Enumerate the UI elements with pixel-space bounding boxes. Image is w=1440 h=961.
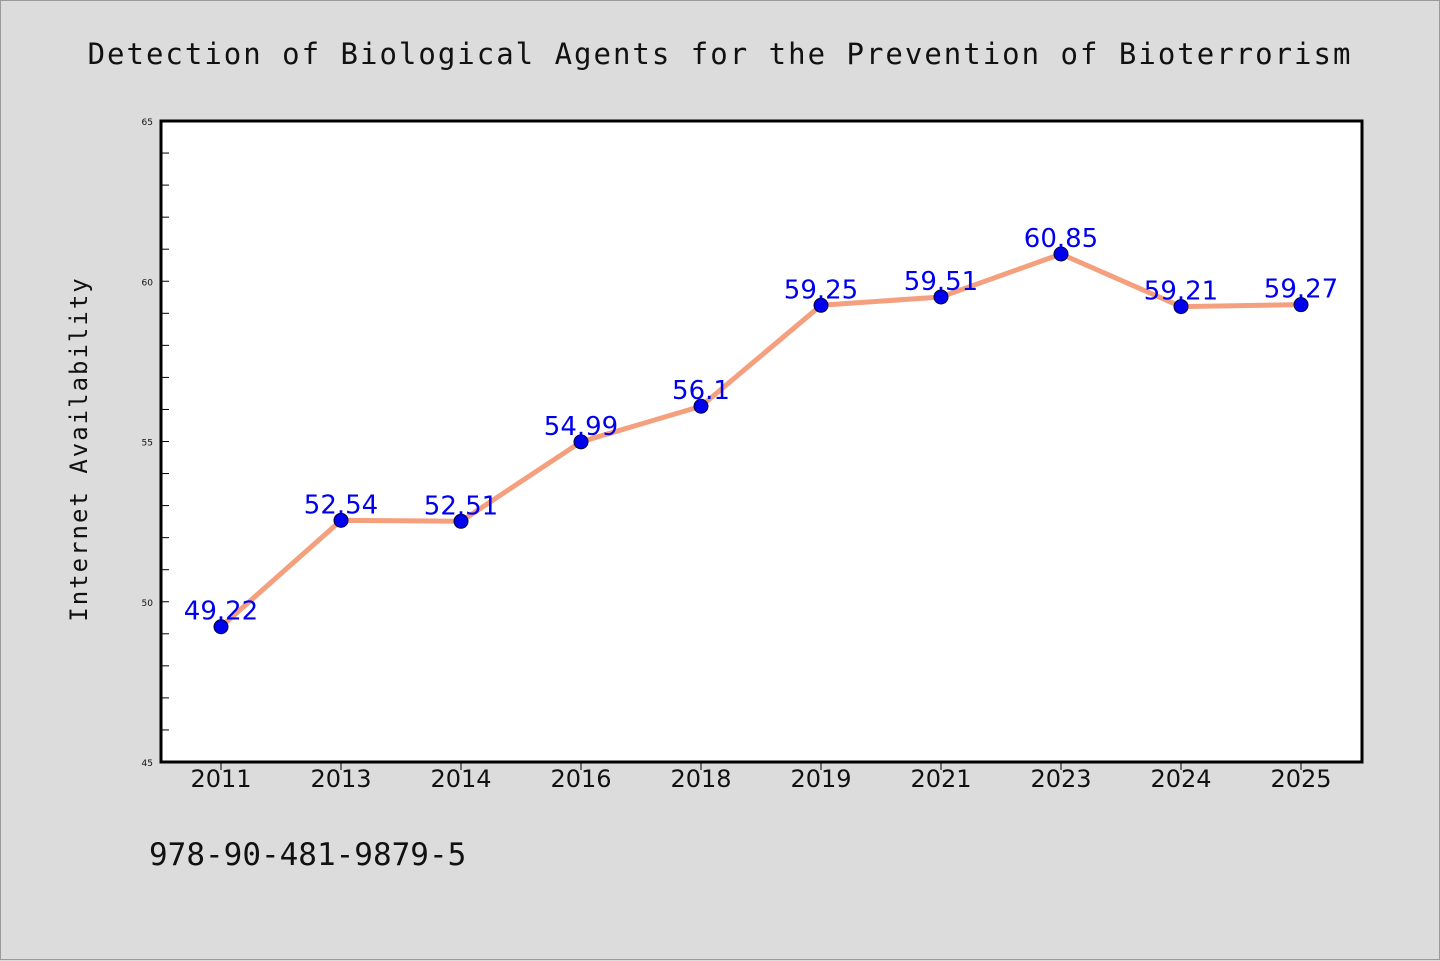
- data-point-marker: [333, 512, 349, 528]
- data-point-marker: [573, 434, 589, 450]
- data-point-label: 52.51: [424, 491, 498, 521]
- data-point-label: 59.21: [1144, 277, 1218, 307]
- x-tick-label: 2014: [430, 765, 491, 793]
- y-tick-label: 50: [142, 599, 154, 609]
- y-tick-label: 60: [142, 278, 154, 288]
- data-point-label: 59.51: [904, 267, 978, 297]
- y-axis-ticks: 45 50 55 60 65: [142, 118, 169, 769]
- x-tick-label: 2018: [670, 765, 731, 793]
- y-tick-label: 55: [142, 439, 153, 449]
- footer-isbn: 978-90-481-9879-5: [149, 837, 466, 873]
- x-tick-label: 2025: [1270, 765, 1331, 793]
- x-axis-ticks: 2011 2013 2014 2016 2018 2019 2021 2023 2024 2025: [190, 762, 1332, 793]
- data-point-marker: [1293, 297, 1309, 313]
- data-point-marker: [213, 619, 229, 635]
- data-point-marker: [1173, 299, 1189, 315]
- y-tick-label: 65: [142, 118, 153, 128]
- data-point-label: 52.54: [304, 490, 378, 520]
- data-point-marker: [693, 398, 709, 414]
- data-point-label: 49.22: [184, 597, 258, 627]
- data-point-label: 59.27: [1264, 275, 1338, 305]
- x-tick-label: 2013: [310, 765, 371, 793]
- data-point-label: 60.85: [1024, 224, 1098, 254]
- x-tick-label: 2021: [910, 765, 971, 793]
- data-point-marker: [933, 289, 949, 305]
- x-tick-label: 2016: [550, 765, 611, 793]
- data-label-layer: 49.22 52.54 52.51 54.99 56.1 59.25 59.51 60.85 5…: [184, 224, 1338, 627]
- data-point-marker: [1053, 246, 1069, 262]
- x-tick-label: 2023: [1030, 765, 1091, 793]
- y-tick-label: 45: [142, 759, 153, 769]
- y-axis-label: Internet Availability: [65, 276, 93, 621]
- x-tick-label: 2024: [1150, 765, 1211, 793]
- series-line: [218, 251, 1304, 630]
- data-point-marker: [813, 297, 829, 313]
- data-point-marker: [453, 513, 469, 529]
- data-point-label: 56.1: [672, 376, 730, 406]
- x-tick-label: 2019: [790, 765, 851, 793]
- data-point-label: 54.99: [544, 412, 618, 442]
- plot-area: [159, 119, 1364, 764]
- x-tick-label: 2011: [190, 765, 251, 793]
- data-point-label: 59.25: [784, 275, 858, 305]
- series-layer: [213, 246, 1309, 635]
- chart-title: Detection of Biological Agents for the P…: [88, 37, 1353, 71]
